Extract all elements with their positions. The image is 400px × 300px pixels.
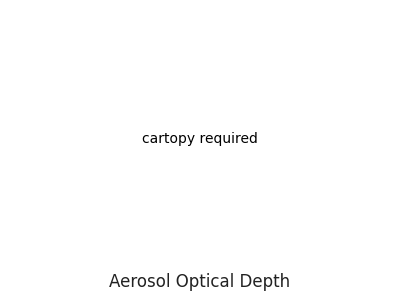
Text: cartopy required: cartopy required bbox=[142, 133, 258, 146]
Text: Aerosol Optical Depth: Aerosol Optical Depth bbox=[110, 273, 290, 291]
